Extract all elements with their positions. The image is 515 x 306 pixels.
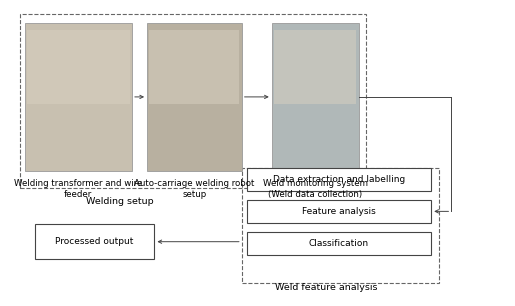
- Bar: [247, 168, 431, 191]
- Text: Auto-carriage welding robot
setup: Auto-carriage welding robot setup: [134, 179, 254, 199]
- Bar: [149, 30, 239, 104]
- Bar: [25, 23, 132, 171]
- Text: Processed output: Processed output: [56, 237, 134, 246]
- Text: Weld feature analysis: Weld feature analysis: [276, 283, 378, 292]
- Bar: [20, 13, 367, 188]
- Bar: [274, 30, 356, 104]
- Bar: [27, 30, 130, 104]
- Bar: [242, 168, 439, 283]
- Bar: [147, 23, 242, 171]
- Bar: [35, 224, 154, 259]
- Text: Weld monitoring system
(Weld data collection): Weld monitoring system (Weld data collec…: [263, 179, 368, 199]
- Text: Data extraction and labelling: Data extraction and labelling: [273, 175, 405, 184]
- Text: Classification: Classification: [309, 239, 369, 248]
- Text: Welding transformer and wire
feeder: Welding transformer and wire feeder: [14, 179, 142, 199]
- Text: Welding setup: Welding setup: [86, 197, 153, 206]
- Bar: [247, 232, 431, 255]
- Bar: [272, 23, 359, 171]
- Bar: [247, 200, 431, 223]
- Text: Feature analysis: Feature analysis: [302, 207, 376, 216]
